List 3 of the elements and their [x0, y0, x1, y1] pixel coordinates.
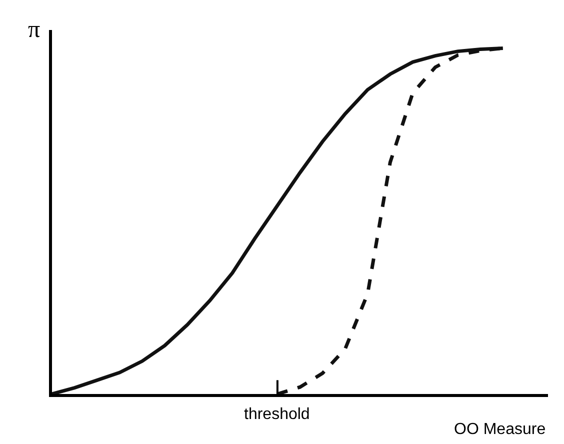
- text: threshold: [244, 406, 310, 423]
- y-axis-title: π: [28, 17, 40, 43]
- x-axis-title: OO Measure: [454, 421, 546, 438]
